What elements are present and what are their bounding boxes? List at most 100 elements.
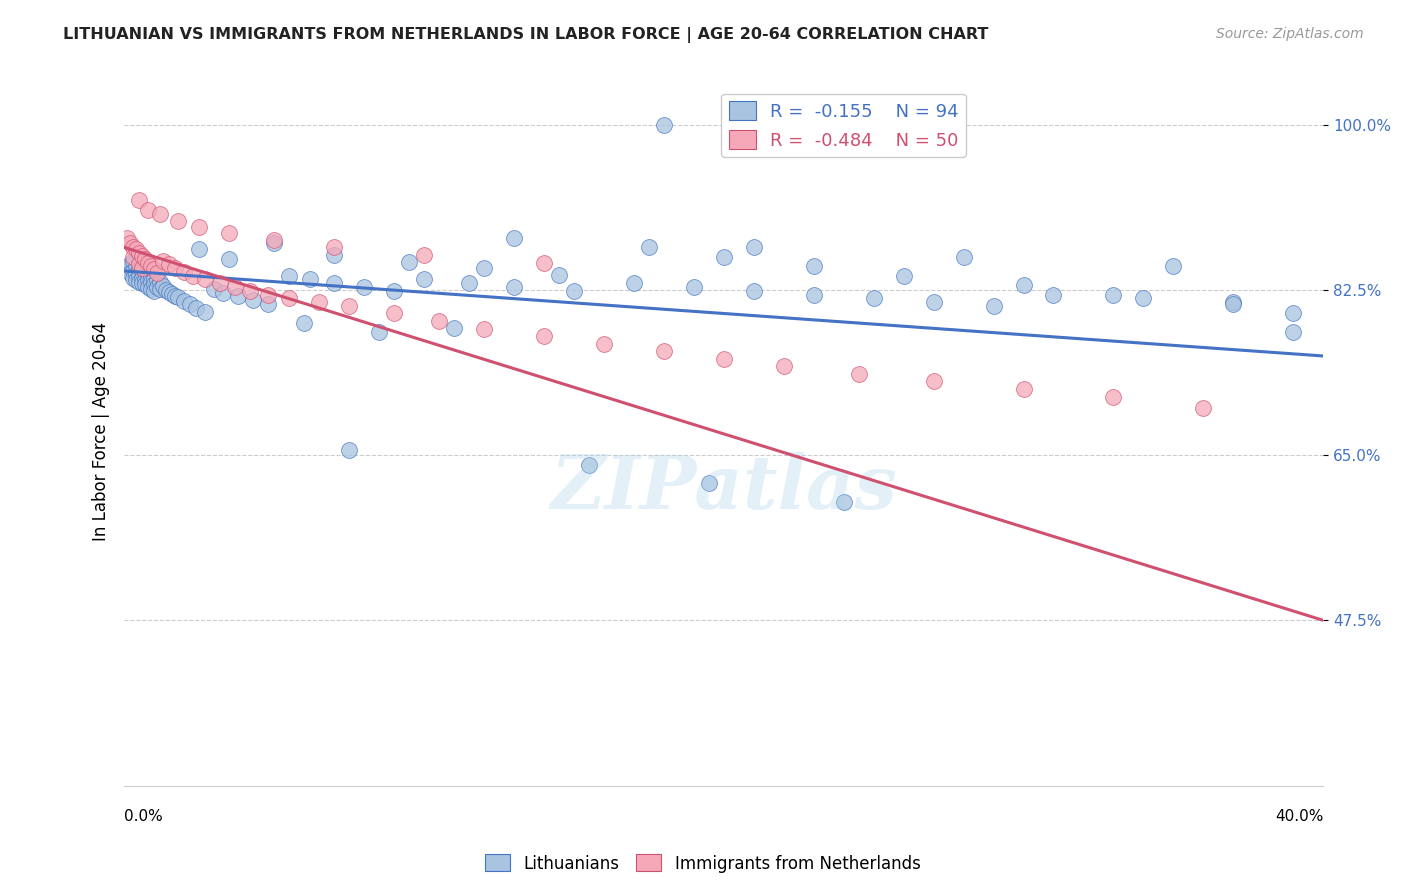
Point (337, 443, 360, 458)
Point (188, 242, 211, 256)
Point (134, 257, 156, 271)
Point (533, 329, 555, 343)
Point (224, 280, 246, 294)
Point (682, 280, 704, 294)
Point (952, 250, 974, 264)
Point (122, 250, 145, 264)
Point (1012, 382, 1035, 396)
Point (141, 260, 163, 274)
Point (922, 295, 945, 310)
Point (209, 277, 232, 291)
Point (136, 255, 159, 269)
Point (212, 285, 235, 300)
Point (1192, 401, 1215, 415)
Point (122, 264, 145, 278)
Point (368, 326, 391, 340)
Legend: Lithuanians, Immigrants from Netherlands: Lithuanians, Immigrants from Netherlands (478, 847, 928, 880)
Point (413, 248, 436, 262)
Point (115, 231, 138, 245)
Point (167, 290, 190, 304)
Point (131, 264, 153, 278)
Point (136, 273, 159, 287)
Point (278, 268, 301, 283)
Point (141, 276, 163, 290)
Point (652, 118, 675, 132)
Point (188, 219, 211, 234)
Point (122, 270, 145, 285)
Point (1282, 306, 1305, 320)
Point (472, 261, 495, 276)
Point (578, 458, 600, 472)
Point (1102, 287, 1125, 301)
Point (125, 260, 148, 275)
Text: ZIPatlas: ZIPatlas (550, 452, 897, 524)
Point (742, 240, 765, 254)
Point (136, 280, 159, 294)
Point (128, 246, 150, 260)
Point (125, 242, 148, 256)
Text: LITHUANIAN VS IMMIGRANTS FROM NETHERLANDS IN LABOR FORCE | AGE 20-64 CORRELATION: LITHUANIAN VS IMMIGRANTS FROM NETHERLAND… (63, 27, 988, 43)
Y-axis label: In Labor Force | Age 20-64: In Labor Force | Age 20-64 (93, 322, 110, 541)
Point (202, 282, 225, 296)
Point (623, 277, 645, 291)
Point (149, 207, 172, 221)
Point (323, 277, 346, 291)
Point (120, 235, 142, 250)
Point (742, 284, 765, 298)
Point (143, 262, 166, 277)
Point (299, 272, 322, 286)
Point (146, 273, 169, 287)
Point (218, 226, 240, 240)
Point (218, 252, 240, 266)
Point (165, 261, 187, 276)
Point (353, 280, 375, 294)
Point (592, 336, 614, 351)
Point (472, 321, 495, 335)
Point (125, 273, 148, 287)
Point (134, 271, 156, 285)
Point (194, 304, 217, 318)
Point (922, 375, 945, 389)
Point (862, 292, 884, 306)
Point (131, 249, 153, 263)
Point (323, 248, 346, 262)
Point (278, 292, 301, 306)
Point (143, 271, 166, 285)
Point (503, 280, 526, 294)
Point (146, 266, 169, 280)
Point (1163, 260, 1185, 274)
Point (547, 268, 569, 282)
Point (152, 279, 174, 293)
Point (1102, 390, 1125, 404)
Point (131, 277, 153, 291)
Point (167, 214, 190, 228)
Point (122, 253, 145, 268)
Point (122, 240, 145, 254)
Point (120, 257, 142, 271)
Point (239, 284, 262, 298)
Point (263, 233, 285, 247)
Point (713, 351, 735, 366)
Point (226, 289, 249, 303)
Point (141, 269, 163, 284)
Point (242, 293, 264, 308)
Point (131, 261, 153, 276)
Point (803, 260, 825, 274)
Point (179, 297, 201, 311)
Point (983, 299, 1005, 313)
Point (134, 252, 156, 266)
Point (292, 316, 315, 330)
Point (131, 270, 153, 285)
Point (128, 193, 150, 207)
Point (427, 314, 450, 328)
Point (134, 265, 156, 279)
Point (141, 282, 163, 296)
Point (1042, 287, 1064, 301)
Text: 40.0%: 40.0% (1275, 809, 1323, 824)
Point (848, 367, 870, 381)
Point (893, 268, 915, 283)
Point (697, 476, 720, 491)
Point (134, 277, 156, 292)
Point (152, 253, 174, 268)
Point (337, 299, 360, 313)
